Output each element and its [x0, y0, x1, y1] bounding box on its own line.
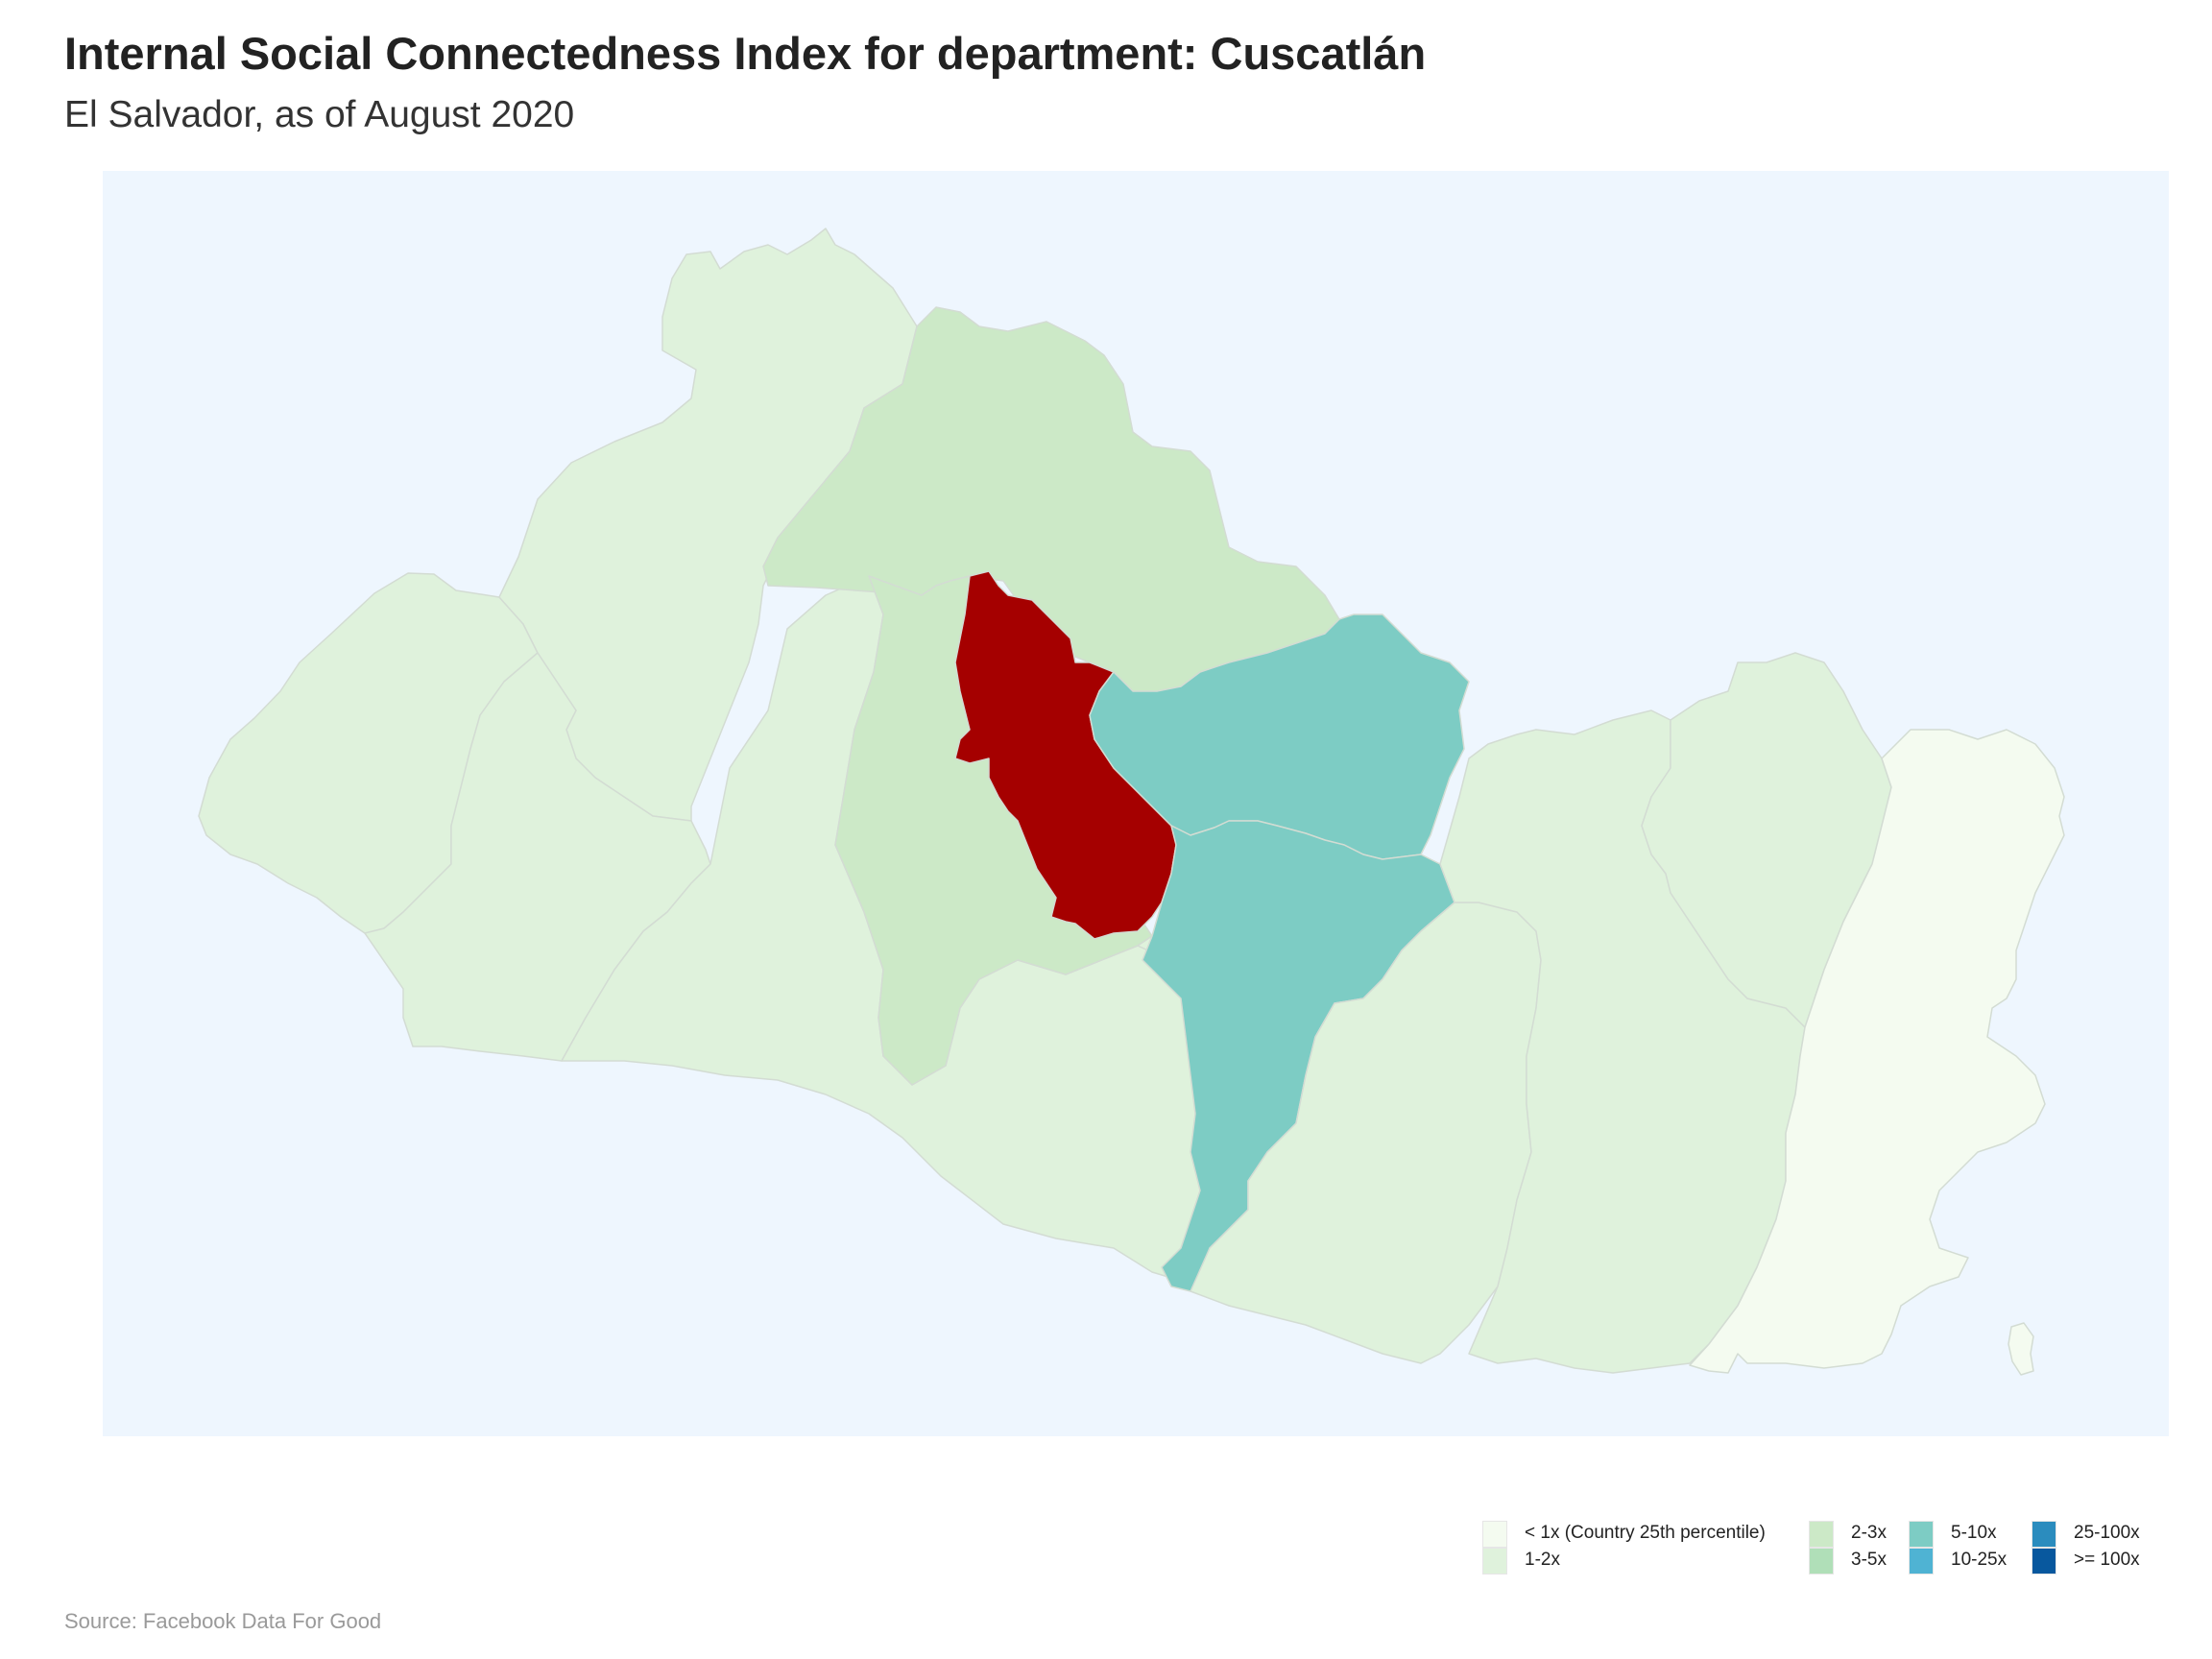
- chart-title: Internal Social Connectedness Index for …: [64, 28, 1427, 79]
- legend-swatch: [2032, 1521, 2056, 1548]
- legend-label: 2-3x: [1851, 1523, 1887, 1543]
- legend-swatch: [2032, 1548, 2056, 1575]
- legend-label: 5-10x: [1951, 1523, 1997, 1543]
- legend-swatch: [1482, 1521, 1507, 1548]
- legend-label: < 1x (Country 25th percentile): [1525, 1523, 1766, 1543]
- legend-label: >= 100x: [2074, 1550, 2140, 1570]
- source-note: Source: Facebook Data For Good: [64, 1609, 382, 1633]
- legend: < 1x (Country 25th percentile) 1-2x 2-3x…: [1482, 1521, 2174, 1578]
- legend-label: 10-25x: [1951, 1550, 2008, 1570]
- region-sonsonate[interactable]: [364, 652, 711, 1062]
- departments-group: [198, 228, 2065, 1376]
- chart-subtitle: El Salvador, as of August 2020: [64, 94, 575, 135]
- legend-swatch: [1909, 1521, 1934, 1548]
- map-panel: [103, 171, 2169, 1436]
- legend-swatch: [1909, 1548, 1934, 1575]
- map-svg: [103, 171, 2169, 1436]
- legend-swatch: [1809, 1548, 1834, 1575]
- legend-swatch: [1482, 1548, 1507, 1575]
- region-la-union[interactable]: [1689, 729, 2065, 1374]
- region-cuscatlan[interactable]: [954, 570, 1177, 940]
- legend-label: 25-100x: [2074, 1523, 2140, 1543]
- legend-label: 3-5x: [1851, 1550, 1887, 1570]
- legend-swatch: [1809, 1521, 1834, 1548]
- island-meanguera: [2008, 1322, 2034, 1376]
- legend-label: 1-2x: [1525, 1550, 1560, 1570]
